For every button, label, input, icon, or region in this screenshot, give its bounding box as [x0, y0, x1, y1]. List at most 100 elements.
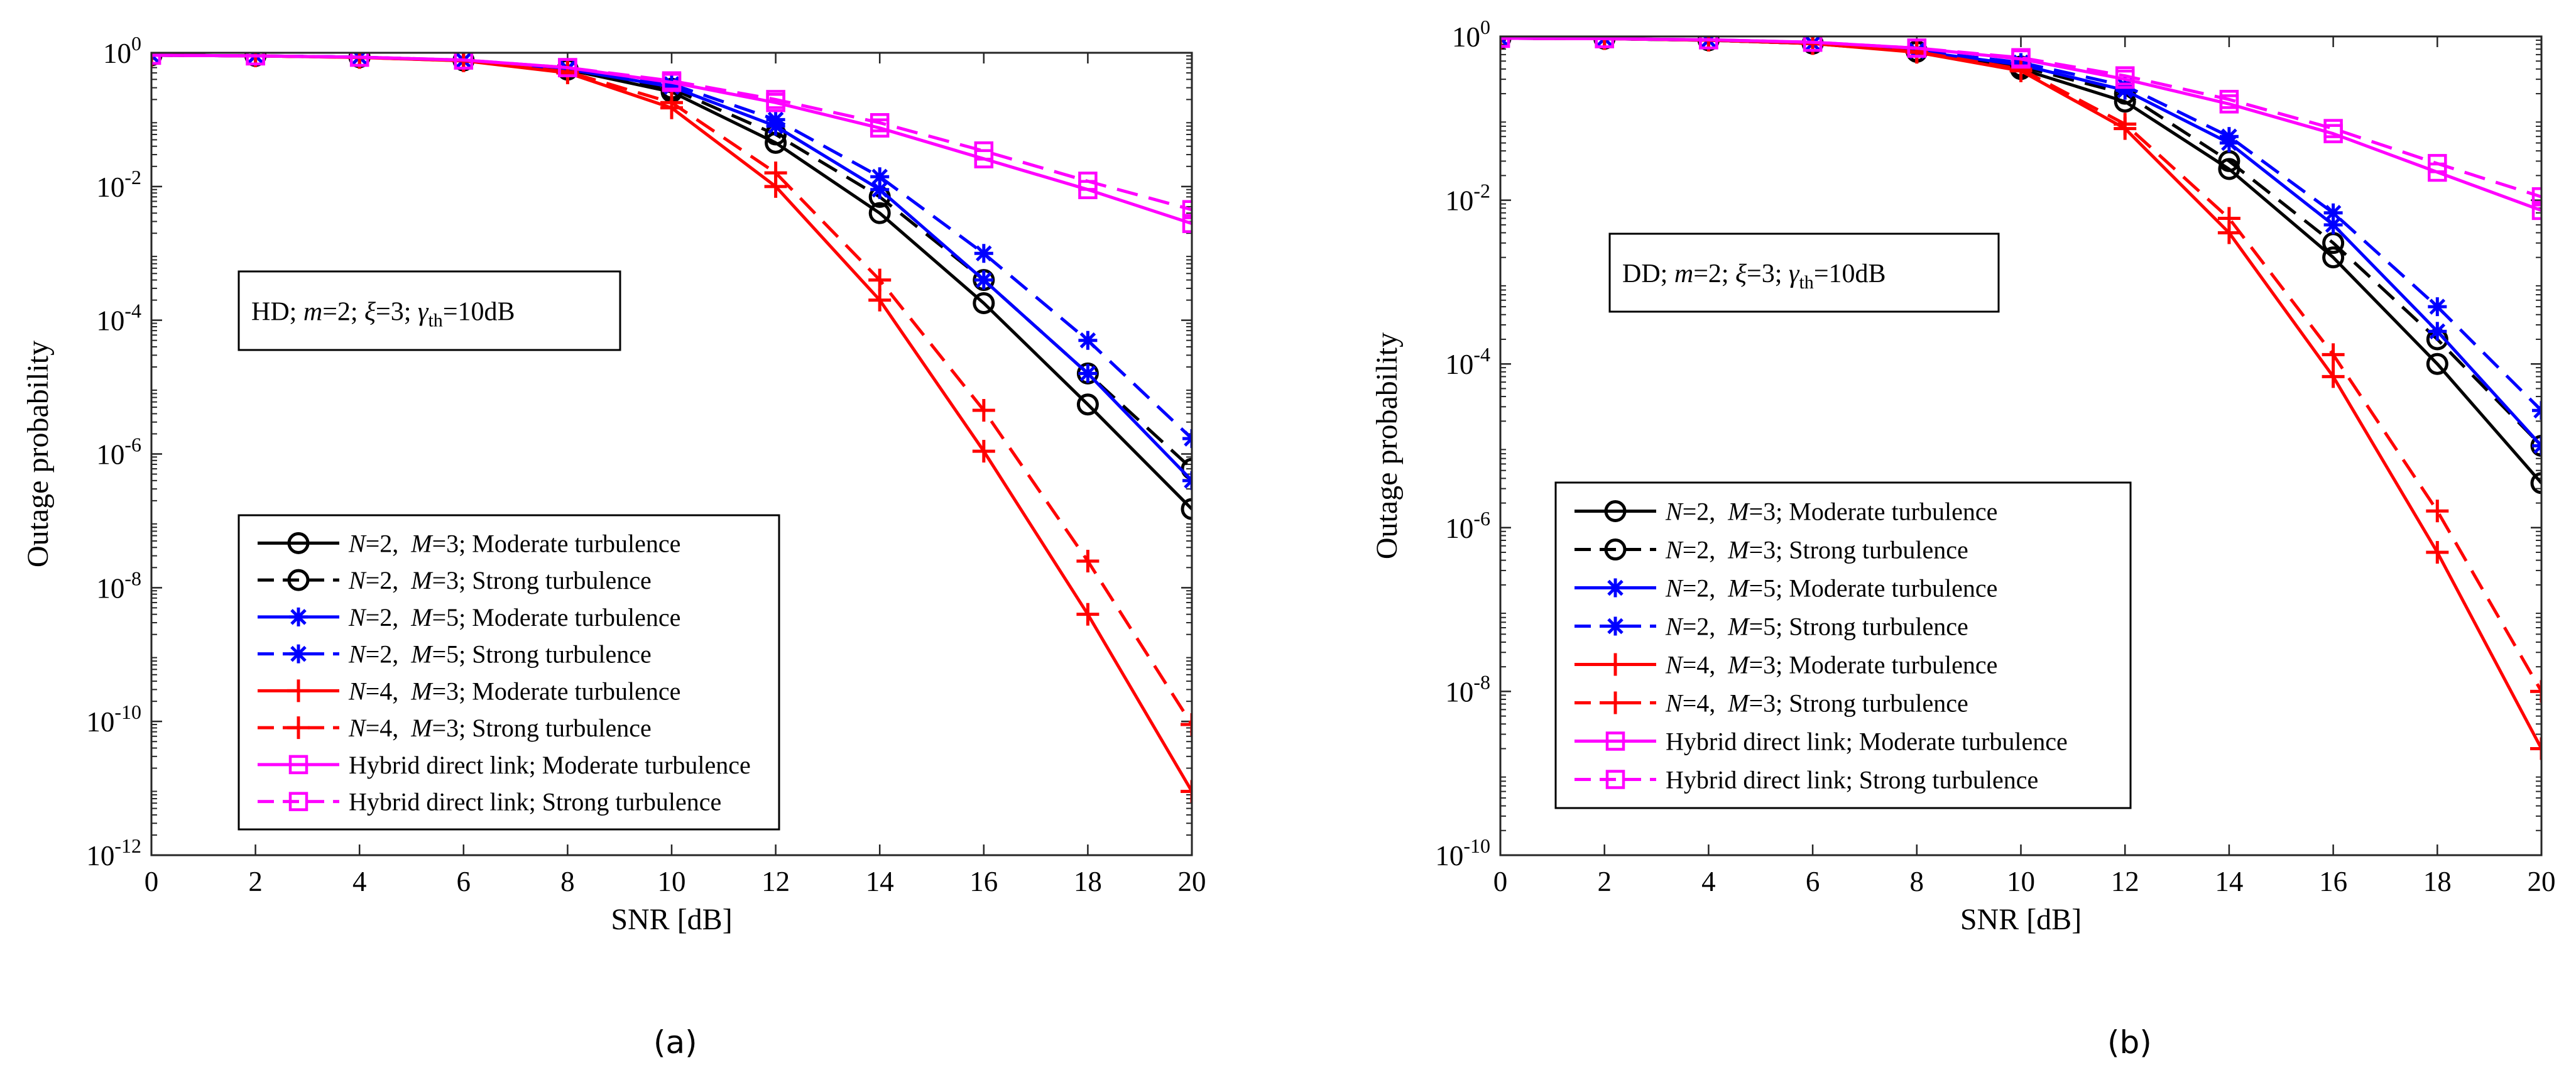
square-marker: [288, 792, 308, 811]
square-marker: [974, 141, 994, 161]
y-tick-exponent: -4: [124, 300, 141, 322]
legend-comma: ,: [392, 603, 411, 631]
x-tick-label: 0: [145, 866, 159, 897]
annotation-mode: HD: [251, 298, 290, 327]
star-marker-d2: [290, 609, 307, 625]
legend-label: N=2, M=3; Moderate turbulence: [1665, 498, 1997, 526]
square-marker: [151, 53, 161, 65]
legend-comma: ,: [392, 714, 411, 742]
data-point: [868, 288, 892, 312]
y-tick-exponent: -8: [124, 567, 141, 589]
y-tick-base: 10: [1445, 676, 1473, 708]
legend-n-value: 4: [1696, 689, 1709, 718]
data-point: [870, 113, 890, 133]
data-point: [2426, 541, 2449, 564]
x-tick-label: 8: [560, 866, 575, 897]
legend-m-value: 5: [446, 640, 459, 669]
star-marker-d2: [2325, 217, 2342, 233]
legend-eq: =: [432, 603, 447, 631]
y-tick-exponent: -6: [124, 434, 141, 456]
x-tick-label: 2: [1597, 866, 1612, 897]
legend-eq: =: [1683, 689, 1697, 718]
square-marker: [1182, 200, 1192, 219]
legend-n-symbol: N: [1665, 574, 1684, 603]
data-point: [558, 58, 577, 77]
annotation-sep: ;: [404, 298, 418, 327]
star-marker-d2: [2429, 323, 2446, 340]
legend-comma: ,: [392, 677, 411, 705]
data-point: [1078, 364, 1098, 383]
legend-m-value: 3: [1763, 689, 1776, 718]
square-marker: [1182, 214, 1192, 233]
annotation-eq: =: [1814, 260, 1829, 288]
data-point: [2323, 215, 2343, 234]
star-marker-d2: [290, 645, 307, 662]
annotation-m-value: 2: [1708, 260, 1722, 288]
legend-rest: ; Moderate turbulence: [1776, 651, 1997, 679]
legend-m-value: 3: [446, 714, 459, 742]
star-marker-d1: [1184, 430, 1192, 441]
square-marker: [288, 755, 308, 775]
data-point: [764, 161, 787, 185]
square-marker: [2531, 200, 2541, 221]
legend-m-symbol: M: [1727, 498, 1750, 526]
legend-m-symbol: M: [410, 603, 434, 631]
square-marker: [1605, 731, 1625, 751]
square-marker: [1605, 770, 1625, 789]
y-tick-label: 10-2: [1445, 180, 1490, 217]
star-marker-d2: [1079, 332, 1096, 349]
y-tick-label: 100: [1452, 16, 1490, 53]
star-marker-d1: [1184, 473, 1192, 483]
legend-n-symbol: N: [1665, 651, 1684, 679]
square-marker: [1907, 38, 1927, 58]
legend-m-symbol: M: [410, 566, 434, 594]
y-tick-exponent: -6: [1473, 507, 1490, 530]
data-point: [2322, 343, 2345, 366]
legend-n-symbol: N: [1665, 498, 1684, 526]
x-tick-label: 14: [866, 866, 894, 897]
legend-entry: N=2, M=3; Strong turbulence: [1575, 536, 1968, 564]
star-marker-d2: [976, 245, 992, 262]
x-tick-label: 8: [1910, 866, 1924, 897]
data-point: [2009, 57, 2033, 80]
legend-eq: =: [366, 603, 380, 631]
circle-marker: [973, 292, 995, 315]
annotation-box: [237, 270, 621, 351]
data-point: [2531, 200, 2541, 221]
square-marker: [1500, 36, 1510, 48]
data-point: [974, 270, 993, 290]
legend-label: N=2, M=5; Moderate turbulence: [1665, 574, 1997, 603]
legend-label: Hybrid direct link; Strong turbulence: [349, 788, 721, 816]
y-tick-exponent: -2: [124, 166, 141, 189]
x-tick-label: 10: [658, 866, 686, 897]
y-tick-label: 10-10: [86, 701, 141, 738]
legend-n-value: 2: [379, 566, 392, 594]
axes-box: [1499, 35, 2543, 856]
data-point: [766, 110, 785, 129]
data-point: [870, 167, 890, 187]
y-tick-label: 10-8: [1445, 670, 1490, 708]
square-marker: [246, 53, 265, 66]
annotation-xi-value: 3: [1762, 260, 1775, 288]
legend-n-symbol: N: [348, 714, 367, 742]
series-line: [151, 53, 1192, 212]
data-point: [1182, 200, 1192, 219]
square-marker: [2531, 187, 2541, 207]
legend-comma: ,: [392, 640, 411, 669]
legend-m-symbol: M: [1727, 651, 1750, 679]
data-point: [1078, 172, 1098, 191]
data-point: [2114, 112, 2137, 136]
legend-rest: ; Strong turbulence: [1776, 613, 1968, 641]
circle-marker: [287, 569, 310, 591]
data-point: [2426, 500, 2449, 523]
legend-m-symbol: M: [1727, 536, 1750, 564]
annotation-gamma-subscript: th: [1799, 272, 1813, 293]
y-tick-exponent: 0: [131, 32, 141, 55]
data-point: [766, 90, 785, 109]
square-marker: [454, 53, 474, 70]
y-tick-label: 10-2: [96, 166, 141, 203]
legend-eq: =: [1683, 574, 1697, 603]
circle-marker: [2426, 352, 2448, 375]
legend-m-symbol: M: [410, 677, 434, 705]
legend-entry: N=2, M=3; Moderate turbulence: [258, 529, 680, 557]
